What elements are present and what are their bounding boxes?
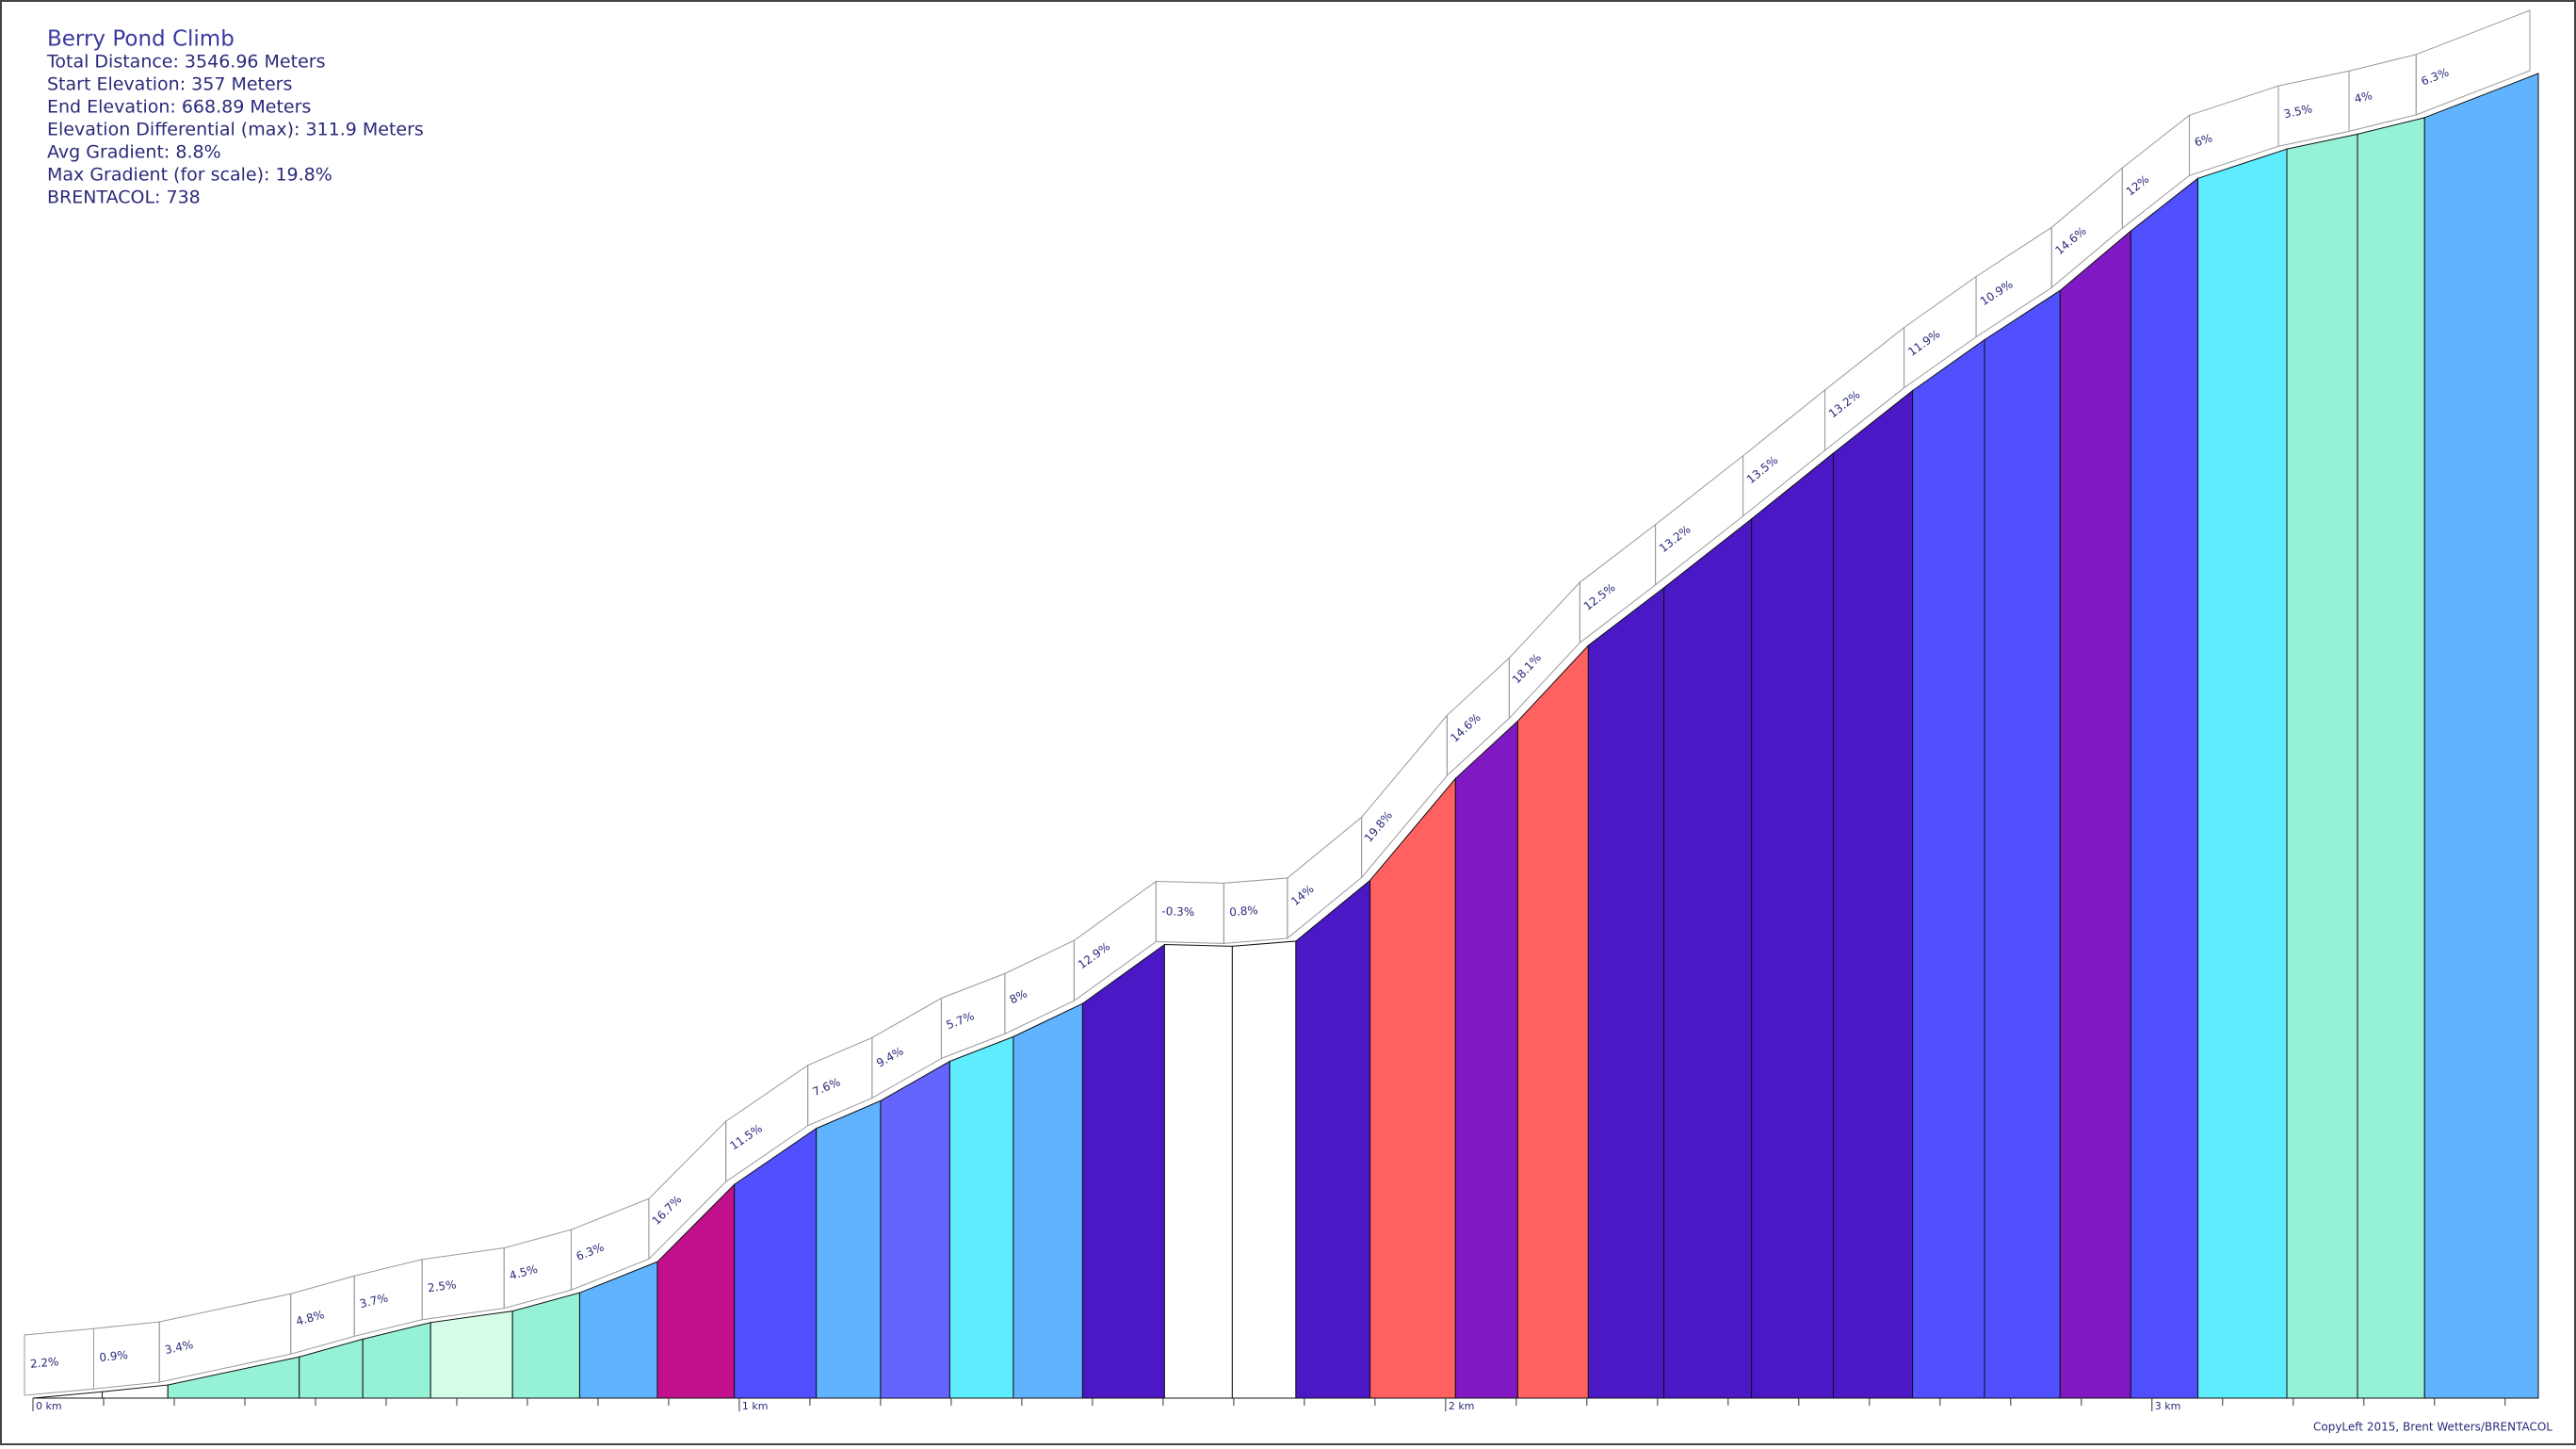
gradient-label: 5.7%	[945, 1009, 976, 1032]
gradient-label: 9.4%	[874, 1044, 905, 1069]
gradient-label: 2.2%	[29, 1355, 59, 1371]
info-line: Avg Gradient: 8.8%	[47, 142, 221, 163]
info-line: Elevation Differential (max): 311.9 Mete…	[47, 120, 424, 140]
info-line: End Elevation: 668.89 Meters	[47, 97, 311, 118]
gradient-label: 4%	[2353, 89, 2373, 106]
info-line: BRENTACOL: 738	[47, 187, 201, 208]
gradient-label: 6%	[2193, 131, 2213, 149]
gradient-label: 6.3%	[575, 1241, 607, 1263]
segment	[2423, 73, 2539, 1399]
segment	[1295, 879, 1371, 1399]
x-tick-label: 3 km	[2155, 1400, 2181, 1412]
x-tick-label: 2 km	[1449, 1400, 1475, 1412]
segment	[429, 1311, 513, 1399]
gradient-label: 12.9%	[1076, 940, 1112, 972]
gradient-label: 4.5%	[508, 1262, 539, 1283]
info-line: Total Distance: 3546.96 Meters	[46, 52, 325, 73]
footer: CopyLeft 2015, Brent Wetters/BRENTACOL	[2313, 1421, 2552, 1434]
x-tick-label: 1 km	[742, 1400, 769, 1412]
segment	[511, 1292, 580, 1399]
gradient-label: 10.9%	[1978, 278, 2016, 309]
segment	[816, 1099, 882, 1399]
segment	[880, 1060, 950, 1399]
gradient-label: 7.6%	[811, 1075, 843, 1099]
segment	[2130, 177, 2199, 1399]
gradient-label: 3.7%	[358, 1291, 389, 1311]
segment	[1912, 338, 1985, 1399]
gradient-label: 13.2%	[1657, 523, 1693, 556]
gradient-label: 16.7%	[650, 1193, 685, 1228]
segment	[1984, 289, 2061, 1399]
gradient-label: 11.5%	[727, 1121, 764, 1152]
gradient-label: 11.9%	[1905, 327, 1942, 358]
segment	[948, 1035, 1014, 1399]
segment	[1013, 1002, 1083, 1399]
segment	[1663, 517, 1753, 1399]
gradient-label: 3.4%	[164, 1338, 195, 1357]
segment	[2357, 117, 2425, 1399]
segment	[2286, 133, 2358, 1399]
segment	[167, 1356, 300, 1399]
gradient-box	[2415, 9, 2531, 116]
segment	[1833, 389, 1914, 1399]
gradient-label: 2.5%	[427, 1278, 457, 1294]
segment	[1369, 776, 1456, 1399]
segment	[1081, 943, 1165, 1399]
gradient-label: 8%	[1008, 987, 1029, 1007]
gradient-label: 13.5%	[1744, 453, 1780, 486]
segment	[1587, 586, 1665, 1399]
gradient-label: 18.1%	[1510, 651, 1544, 686]
info-line: Max Gradient (for scale): 19.8%	[47, 165, 332, 186]
chart-title: Berry Pond Climb	[47, 27, 235, 52]
segment	[1751, 451, 1835, 1399]
segment	[32, 1391, 103, 1399]
gradient-label: 4.8%	[295, 1308, 326, 1328]
segment	[2059, 230, 2131, 1399]
x-tick-label: 0 km	[36, 1400, 62, 1412]
info-line: Start Elevation: 357 Meters	[47, 74, 292, 95]
segment	[1231, 940, 1297, 1399]
gradient-label: 13.2%	[1826, 388, 1863, 421]
gradient-label: 6.3%	[2420, 65, 2451, 88]
gradient-label: 0.8%	[1229, 904, 1259, 919]
segment	[1454, 720, 1518, 1399]
segment	[1163, 944, 1233, 1399]
segment	[734, 1127, 818, 1399]
gradient-label: 3.5%	[2282, 102, 2313, 121]
gradient-label: 19.8%	[1362, 808, 1395, 844]
gradient-label: 12%	[2124, 172, 2152, 198]
segment	[362, 1322, 431, 1399]
gradient-label: 14.6%	[2052, 224, 2088, 257]
gradient-label: 0.9%	[99, 1348, 129, 1364]
gradient-label: -0.3%	[1161, 904, 1194, 919]
segment	[299, 1338, 364, 1399]
segment	[2197, 148, 2288, 1399]
gradient-label: 12.5%	[1581, 580, 1618, 612]
gradient-label: 14%	[1288, 882, 1317, 908]
gradient-label: 14.6%	[1448, 710, 1483, 744]
segment	[1516, 643, 1589, 1399]
